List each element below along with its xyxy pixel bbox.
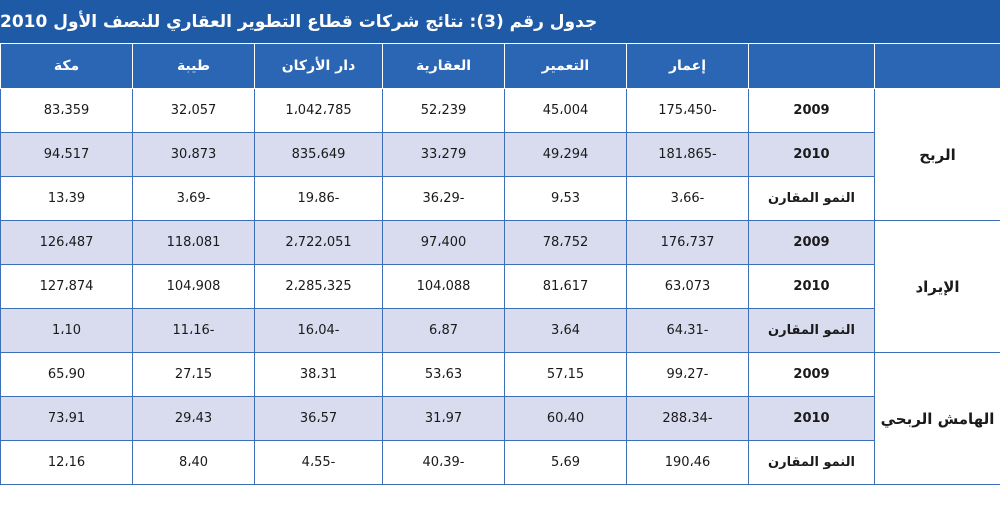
- cell-value: 27،15: [132, 352, 255, 397]
- row-period: النمو المقارن: [748, 440, 875, 485]
- cell-value: 97،400: [382, 220, 505, 265]
- cell-value: 38،31: [254, 352, 383, 397]
- header-cell-makkah: مكة: [0, 43, 133, 89]
- table-row: 2010 181،865- 49،294 33،279 835،649 30،8…: [0, 132, 1000, 177]
- cell-value: 31،97: [382, 396, 505, 441]
- cell-value: 6،87: [382, 308, 505, 353]
- row-period: 2010: [748, 264, 875, 309]
- cell-value: 65،90: [0, 352, 133, 397]
- cell-value: 8،40: [132, 440, 255, 485]
- header-cell-dar-alarkan: دار الأركان: [254, 43, 383, 89]
- results-table: إعمار التعمير العقارية دار الأركان طيبة …: [0, 43, 1000, 485]
- cell-value: 5،69: [504, 440, 627, 485]
- cell-value: 81،617: [504, 264, 627, 309]
- cell-value: 835،649: [254, 132, 383, 177]
- table-row: النمو المقارن 3،66- 9،53 36،29- 19،86- 3…: [0, 176, 1000, 221]
- cell-value: 3،69-: [132, 176, 255, 221]
- cell-value: 52،239: [382, 88, 505, 133]
- cell-value: 63،073: [626, 264, 749, 309]
- cell-value: 45،004: [504, 88, 627, 133]
- cell-value: 2،722،051: [254, 220, 383, 265]
- cell-value: 1،042،785: [254, 88, 383, 133]
- cell-value: 181،865-: [626, 132, 749, 177]
- table-row: النمو المقارن 64،31- 3،64 6،87 16،04- 11…: [0, 308, 1000, 353]
- cell-value: 3،66-: [626, 176, 749, 221]
- cell-value: 16،04-: [254, 308, 383, 353]
- cell-value: 30،873: [132, 132, 255, 177]
- row-period: 2009: [748, 220, 875, 265]
- cell-value: 36،29-: [382, 176, 505, 221]
- cell-value: 175،450-: [626, 88, 749, 133]
- group-label-profit-margin: الهامش الربحي: [874, 352, 1000, 485]
- cell-value: 118،081: [132, 220, 255, 265]
- table-title: جدول رقم (3): نتائج شركات قطاع التطوير ا…: [0, 0, 1000, 43]
- cell-value: 190،46: [626, 440, 749, 485]
- row-period: 2009: [748, 88, 875, 133]
- cell-value: 12،16: [0, 440, 133, 485]
- header-cell-taiba: طيبة: [132, 43, 255, 89]
- cell-value: 33،279: [382, 132, 505, 177]
- cell-value: 64،31-: [626, 308, 749, 353]
- table-row: النمو المقارن 190،46 5،69 40،39- 4،55- 8…: [0, 440, 1000, 485]
- cell-value: 32،057: [132, 88, 255, 133]
- cell-value: 94،517: [0, 132, 133, 177]
- cell-value: 99،27-: [626, 352, 749, 397]
- cell-value: 104،908: [132, 264, 255, 309]
- cell-value: 127،874: [0, 264, 133, 309]
- cell-value: 19،86-: [254, 176, 383, 221]
- cell-value: 1،10: [0, 308, 133, 353]
- cell-value: 29،43: [132, 396, 255, 441]
- cell-value: 78،752: [504, 220, 627, 265]
- header-cell-emaar: إعمار: [626, 43, 749, 89]
- cell-value: 3،64: [504, 308, 627, 353]
- table-row: الإيراد 2009 176،737 78،752 97،400 2،722…: [0, 220, 1000, 353]
- cell-value: 9،53: [504, 176, 627, 221]
- table-row: 2010 288،34- 60،40 31،97 36،57 29،43 73،…: [0, 396, 1000, 441]
- cell-value: 53،63: [382, 352, 505, 397]
- header-cell-group: [874, 43, 1000, 89]
- table-row: الربح 2009 175،450- 45،004 52،239 1،042،…: [0, 88, 1000, 221]
- row-period: 2010: [748, 132, 875, 177]
- cell-value: 60،40: [504, 396, 627, 441]
- cell-value: 40،39-: [382, 440, 505, 485]
- group-label-revenue: الإيراد: [874, 220, 1000, 353]
- cell-value: 13،39: [0, 176, 133, 221]
- row-period: النمو المقارن: [748, 308, 875, 353]
- row-period: 2010: [748, 396, 875, 441]
- row-period: 2009: [748, 352, 875, 397]
- row-period: النمو المقارن: [748, 176, 875, 221]
- cell-value: 104،088: [382, 264, 505, 309]
- cell-value: 49،294: [504, 132, 627, 177]
- cell-value: 176،737: [626, 220, 749, 265]
- header-cell-aqaria: العقارية: [382, 43, 505, 89]
- table-row: 2010 63،073 81،617 104،088 2،285،325 104…: [0, 264, 1000, 309]
- cell-value: 2،285،325: [254, 264, 383, 309]
- cell-value: 73،91: [0, 396, 133, 441]
- cell-value: 288،34-: [626, 396, 749, 441]
- group-label-profit: الربح: [874, 88, 1000, 221]
- cell-value: 11،16-: [132, 308, 255, 353]
- cell-value: 83،359: [0, 88, 133, 133]
- header-cell-taamir: التعمير: [504, 43, 627, 89]
- table-row: الهامش الربحي 2009 99،27- 57،15 53،63 38…: [0, 352, 1000, 485]
- cell-value: 4،55-: [254, 440, 383, 485]
- cell-value: 57،15: [504, 352, 627, 397]
- header-cell-period: [748, 43, 875, 89]
- header-row: إعمار التعمير العقارية دار الأركان طيبة …: [0, 43, 1000, 89]
- cell-value: 36،57: [254, 396, 383, 441]
- cell-value: 126،487: [0, 220, 133, 265]
